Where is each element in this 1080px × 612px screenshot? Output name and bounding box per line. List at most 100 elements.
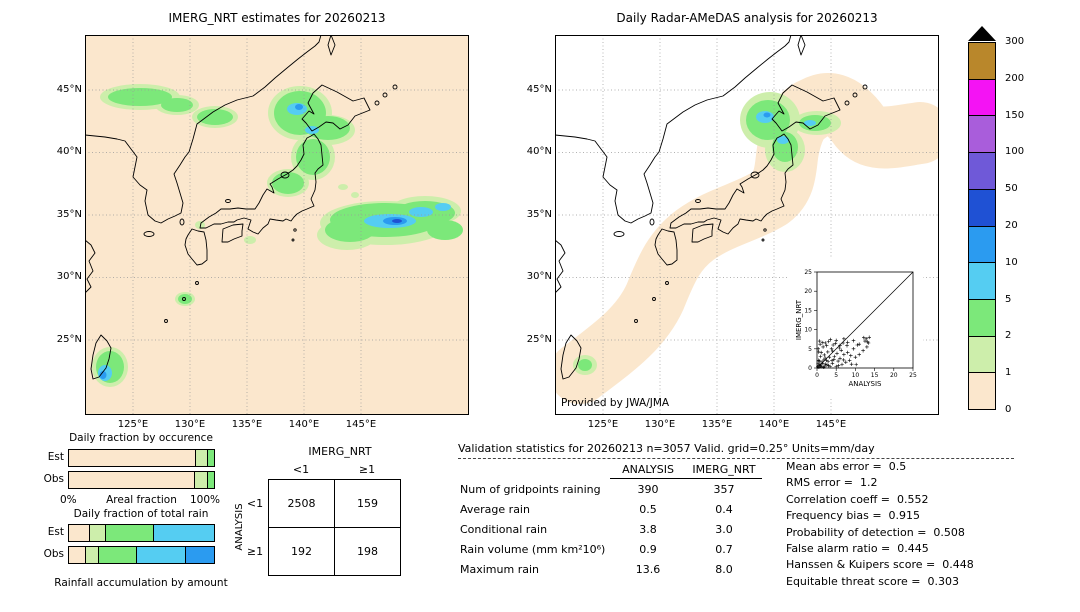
bar-segment	[69, 450, 196, 466]
left-map-coastlines	[85, 35, 398, 380]
colorbar-labels: 300 200 150 100 50 20 10 5 2 1 0	[1000, 36, 1046, 415]
colorbar-label: 10	[1005, 256, 1018, 268]
bar-segment	[69, 547, 85, 563]
inset-xlabel: ANALYSIS	[848, 380, 882, 388]
colorbar	[968, 42, 996, 411]
occurrence-est-label: Est	[47, 451, 64, 463]
score-hanssen-kuipers: Hanssen & Kuipers score = 0.448	[786, 558, 974, 572]
svg-text:0: 0	[815, 372, 819, 379]
bar-segment	[206, 472, 214, 488]
right-lon-125: 125°E	[587, 419, 619, 430]
inset-xtick-labels: 0 5 10 15 20 25	[815, 372, 917, 379]
bar-segment	[153, 525, 214, 541]
contingency-row-ge1: ≥1	[246, 545, 264, 558]
contingency-row-group: ANALYSIS	[234, 503, 245, 551]
left-map	[85, 35, 469, 415]
left-map-border	[85, 35, 469, 415]
right-map-coastlines	[555, 35, 868, 380]
contingency-cell-hits-none: 2508	[269, 480, 335, 528]
left-lat-25: 25°N	[56, 334, 82, 345]
left-lat-30: 30°N	[56, 271, 82, 282]
contingency-row-lt1: <1	[246, 497, 264, 510]
right-lat-45: 45°N	[526, 84, 552, 95]
value-analysis: 3.8	[639, 523, 657, 536]
left-lon-135: 135°E	[231, 419, 263, 430]
left-lon-145: 145°E	[345, 419, 377, 430]
contingency-cell-miss: 192	[269, 528, 335, 576]
colorbar-block	[968, 372, 996, 411]
score-equitable-threat: Equitable threat score = 0.303	[786, 574, 959, 588]
left-lon-140: 140°E	[288, 419, 320, 430]
right-map-precipitation	[555, 73, 939, 404]
inset-ytick-labels: 0 5 10 15 20 25	[804, 269, 812, 372]
colorbar-block	[968, 188, 996, 227]
value-imerg: 0.7	[715, 543, 733, 556]
contingency-grid: 2508 159 192 198	[268, 479, 401, 576]
score-mean-abs-error: Mean abs error = 0.5	[786, 460, 907, 473]
svg-text:15: 15	[804, 307, 812, 314]
value-analysis: 0.5	[639, 503, 657, 516]
bar-segment	[69, 525, 90, 541]
bar-segment	[69, 472, 194, 488]
score-correlation: Correlation coeff = 0.552	[786, 492, 929, 506]
colorbar-label: 2	[1005, 330, 1012, 342]
right-lat-40: 40°N	[526, 146, 552, 157]
contingency-col-group: IMERG_NRT	[308, 445, 372, 458]
axis-0pct: 0%	[60, 494, 77, 506]
right-lat-25: 25°N	[526, 334, 552, 345]
total-rain-obs-bar	[68, 546, 215, 564]
bar-segment	[89, 525, 106, 541]
colorbar-label: 150	[1005, 109, 1025, 121]
left-lat-35: 35°N	[56, 209, 82, 220]
left-lat-45: 45°N	[56, 84, 82, 95]
inset-scatter: 0 5 10 15 20 25 0 5 10 15 20 25 ANALYSIS…	[789, 257, 923, 399]
axis-100pct: 100%	[190, 494, 221, 506]
row-label: Conditional rain	[460, 523, 548, 536]
total-rain-est-label: Est	[47, 526, 64, 538]
dashed-divider	[458, 458, 1014, 459]
value-imerg: 0.4	[715, 503, 733, 516]
bar-segment	[195, 450, 207, 466]
colorbar-label: 50	[1005, 183, 1018, 195]
right-lon-135: 135°E	[701, 419, 733, 430]
bar-segment	[84, 547, 98, 563]
colorbar-label: 20	[1005, 220, 1018, 231]
bar-segment	[105, 525, 154, 541]
left-lon-130: 130°E	[174, 419, 206, 430]
validation-title: Validation statistics for 20260213 n=305…	[458, 442, 875, 455]
total-rain-footer: Rainfall accumulation by amount	[54, 577, 228, 589]
right-map-gridlines	[555, 35, 939, 415]
colorbar-label: 100	[1005, 146, 1025, 158]
occurrence-est-bar	[68, 449, 215, 467]
row-label: Average rain	[460, 503, 530, 516]
svg-text:20: 20	[890, 372, 898, 379]
svg-text:10: 10	[804, 327, 812, 334]
colorbar-block	[968, 335, 996, 374]
value-imerg: 357	[713, 483, 735, 496]
occurrence-title: Daily fraction by occurence	[69, 432, 213, 444]
left-lat-40: 40°N	[56, 146, 82, 157]
col-header-imerg-nrt: IMERG_NRT	[692, 463, 756, 476]
svg-text:20: 20	[804, 288, 812, 295]
total-rain-obs-label: Obs	[43, 548, 64, 560]
right-lat-30: 30°N	[526, 271, 552, 282]
col-header-analysis: ANALYSIS	[622, 463, 674, 476]
colorbar-block	[968, 152, 996, 190]
bar-segment	[193, 472, 207, 488]
svg-text:5: 5	[808, 346, 812, 353]
right-lon-140: 140°E	[758, 419, 790, 430]
right-lat-35: 35°N	[526, 209, 552, 220]
colorbar-block	[968, 78, 996, 117]
right-map-title: Daily Radar-AMeDAS analysis for 20260213	[616, 11, 878, 25]
colorbar-label: 200	[1005, 72, 1025, 84]
scatter-points	[816, 335, 871, 369]
colorbar-over-arrow	[968, 26, 996, 41]
right-map-border	[555, 35, 939, 415]
right-lon-130: 130°E	[644, 419, 676, 430]
validation-table: ANALYSIS IMERG_NRT Num of gridpoints rai…	[458, 463, 762, 579]
contingency-cell-hits: 198	[335, 528, 401, 576]
right-map: 0 5 10 15 20 25 0 5 10 15 20 25 ANALYSIS…	[555, 35, 939, 415]
colorbar-label: 0	[1005, 404, 1012, 415]
colorbar-label: 5	[1005, 293, 1012, 305]
